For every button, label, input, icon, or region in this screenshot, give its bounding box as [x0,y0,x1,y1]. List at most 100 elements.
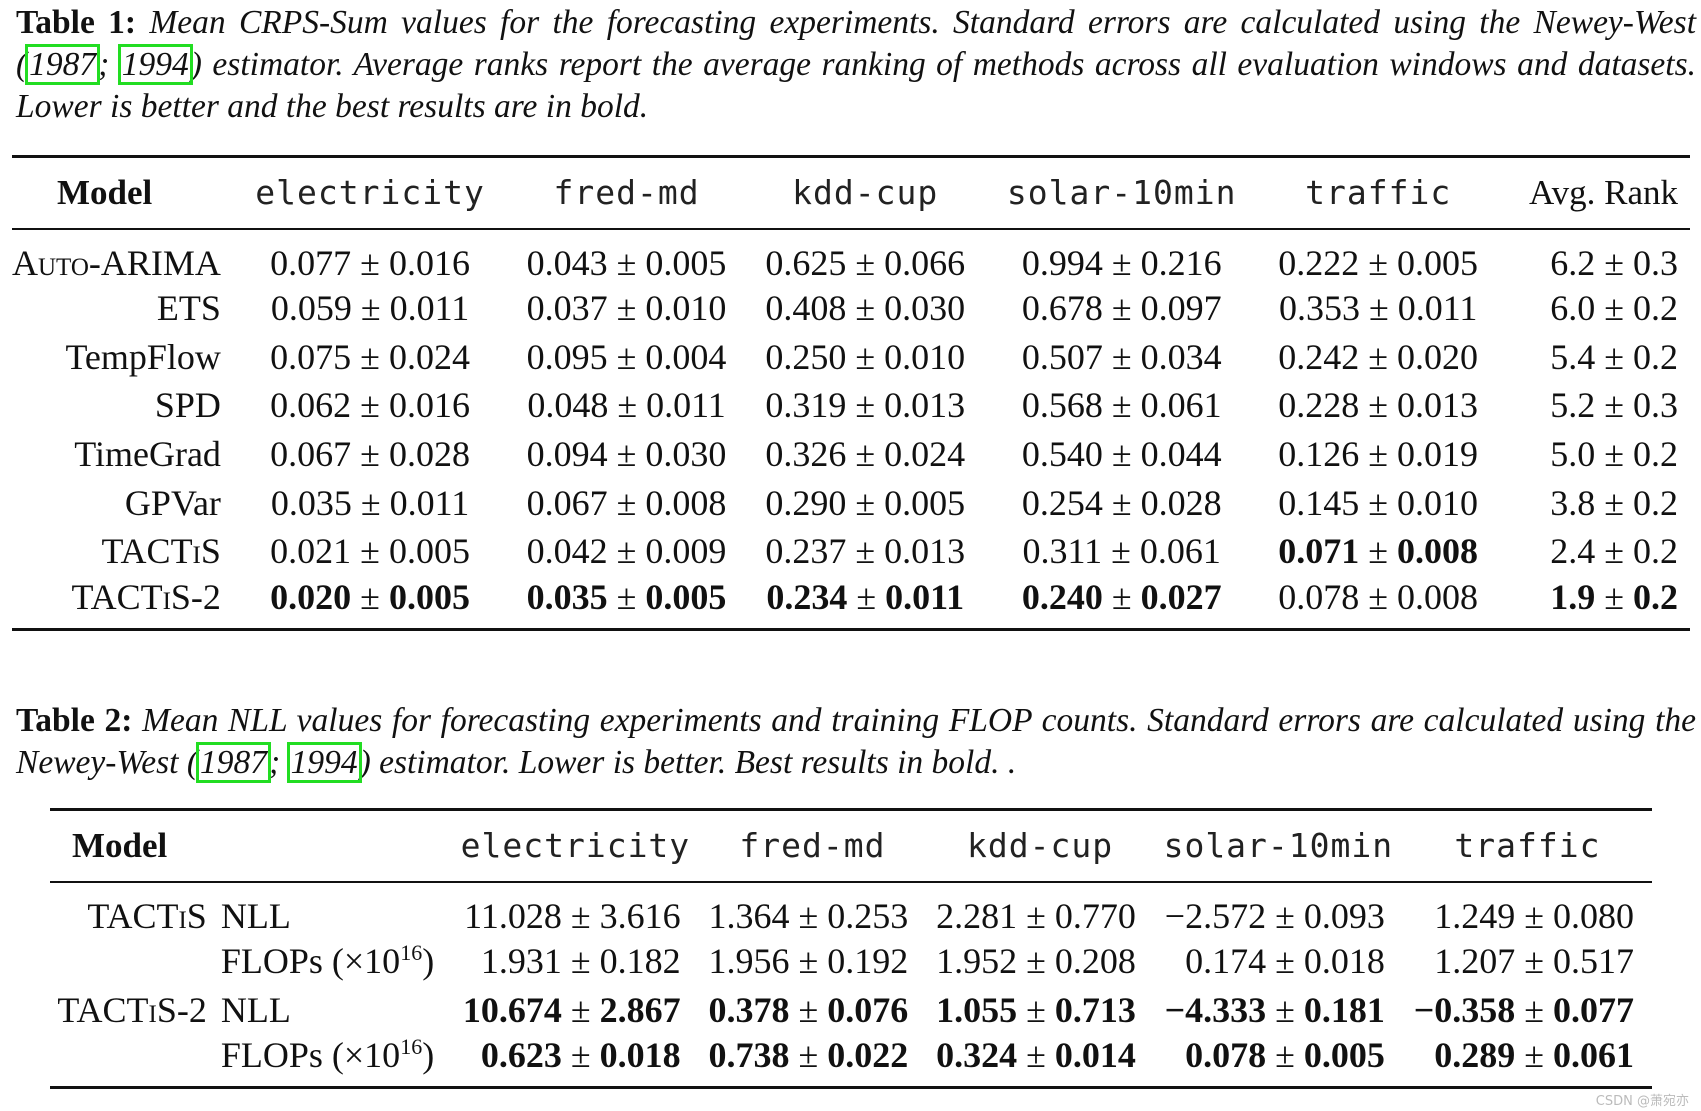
std-error: 0.020 [1397,336,1479,377]
value-cell: 0.240 ± 0.027 [985,576,1259,630]
plus-minus: ± [855,336,876,377]
std-error: 0.182 [599,940,681,981]
avg-rank-mean: 6.0 [1550,287,1596,328]
mean-value: 0.738 [708,1034,790,1075]
value-cell: 0.568 ± 0.061 [985,381,1259,430]
plus-minus: ± [1604,242,1624,283]
value-cell: 1.931 ± 0.182 [452,937,698,986]
plus-minus: ± [798,989,819,1030]
mean-value: 0.240 [1021,576,1103,617]
plus-minus: ± [570,940,591,981]
mean-value: 10.674 [462,989,562,1030]
std-error: 0.005 [645,576,727,617]
table2-cite-1994[interactable]: 1994 [286,742,362,783]
avg-rank-cell: 5.2 ± 0.3 [1498,381,1690,430]
mean-value: 0.408 [765,287,847,328]
value-cell: 0.326 ± 0.024 [746,430,985,479]
value-cell: 0.738 ± 0.022 [699,1034,927,1088]
plus-minus: ± [1026,895,1046,936]
model-name: GPVar [124,482,221,523]
std-error: 0.010 [1397,482,1479,523]
table1-cite-1987[interactable]: 1987 [25,44,101,85]
std-error: 0.019 [1397,433,1479,474]
avg-rank-std: 0.2 [1633,576,1678,617]
table-row: TACTiS 0.021 ± 0.005 0.042 ± 0.009 0.237 ± … [12,527,1690,576]
value-cell: 0.507 ± 0.034 [985,332,1259,381]
value-cell: 0.222 ± 0.005 [1259,229,1498,284]
mean-value: 0.250 [765,336,847,377]
mean-value: 0.071 [1278,531,1360,572]
value-cell: 0.324 ± 0.014 [926,1034,1154,1088]
model-name: TACTiS-2 [71,576,221,617]
mean-value: 1.249 [1434,895,1516,936]
table-row: TimeGrad 0.067 ± 0.028 0.094 ± 0.030 0.326 … [12,430,1690,479]
mean-value: 0.234 [766,576,848,617]
table1: Model electricity fred-md kdd-cup solar-… [12,155,1690,631]
model-name: TACTiS [87,895,207,936]
std-error: 0.008 [1397,576,1479,617]
mean-value: 0.228 [1278,385,1360,426]
value-cell: 0.319 ± 0.013 [746,381,985,430]
mean-value: 0.290 [765,482,847,523]
avg-rank-cell: 6.0 ± 0.2 [1498,284,1690,333]
table1-header-fred-md: fred-md [553,173,700,213]
value-cell: 0.625 ± 0.066 [746,229,985,284]
table1-cite-1994[interactable]: 1994 [117,44,193,85]
table-row: SPD 0.062 ± 0.016 0.048 ± 0.011 0.319 ± 0.0… [12,381,1690,430]
std-error: 0.080 [1553,895,1634,936]
plus-minus: ± [1604,482,1624,523]
mean-value: 1.952 [936,940,1018,981]
plus-minus: ± [1111,433,1132,474]
plus-minus: ± [1111,385,1132,426]
model-name [50,937,221,986]
value-cell: 0.095 ± 0.004 [507,332,746,381]
plus-minus: ± [1604,336,1624,377]
model-name: Auto-ARIMA [12,242,221,283]
mean-value: 0.994 [1021,242,1103,283]
plus-minus: ± [1111,531,1131,572]
plus-minus: ± [360,287,381,328]
mean-value: 2.281 [936,895,1018,936]
plus-minus: ± [1275,1034,1295,1075]
table1-header-avg-rank: Avg. Rank [1528,172,1678,212]
plus-minus: ± [798,940,819,981]
plus-minus: ± [616,287,637,328]
mean-value: 0.242 [1278,336,1360,377]
plus-minus: ± [1368,242,1389,283]
plus-minus: ± [1368,482,1389,523]
avg-rank-cell: 1.9 ± 0.2 [1498,576,1690,630]
plus-minus: ± [616,576,637,617]
table1-header-row: Model electricity fred-md kdd-cup solar-… [12,156,1690,229]
flops-exponent: 16 [400,1033,423,1059]
plus-minus: ± [1368,576,1389,617]
table1-caption-label: Table 1: [16,4,137,41]
std-error: 0.011 [389,287,470,328]
value-cell: 1.956 ± 0.192 [699,937,927,986]
std-error: 0.066 [884,242,966,283]
plus-minus: ± [1604,287,1624,328]
plus-minus: ± [616,531,637,572]
plus-minus: ± [855,385,876,426]
std-error: 0.061 [1139,531,1221,572]
mean-value: 0.623 [480,1034,562,1075]
table2-cite-1987[interactable]: 1987 [196,742,272,783]
mean-value: 0.174 [1185,940,1267,981]
table1-header-traffic: traffic [1305,173,1452,213]
table2-cite-separator: ; [269,744,289,781]
value-cell: 0.067 ± 0.008 [507,478,746,527]
table2-header-electricity: electricity [460,826,691,866]
plus-minus: ± [1026,940,1046,981]
mean-value: 0.319 [765,385,847,426]
std-error: 0.044 [1140,433,1222,474]
std-error: 0.028 [1140,482,1222,523]
metric-name: FLOPs (×1016) [221,937,452,986]
table2-caption-text-after: ) estimator. Lower is better. Best resul… [359,744,1017,781]
value-cell: 0.174 ± 0.018 [1154,937,1403,986]
mean-value: 0.078 [1185,1034,1267,1075]
plus-minus: ± [1524,895,1544,936]
plus-minus: ± [1368,433,1389,474]
plus-minus: ± [616,482,637,523]
table-row: TACTiS NLL 11.028 ± 3.616 1.364 ± 0.253 2.28… [50,882,1652,937]
value-cell: 0.071 ± 0.008 [1259,527,1498,576]
table2-header-traffic: traffic [1454,826,1601,866]
